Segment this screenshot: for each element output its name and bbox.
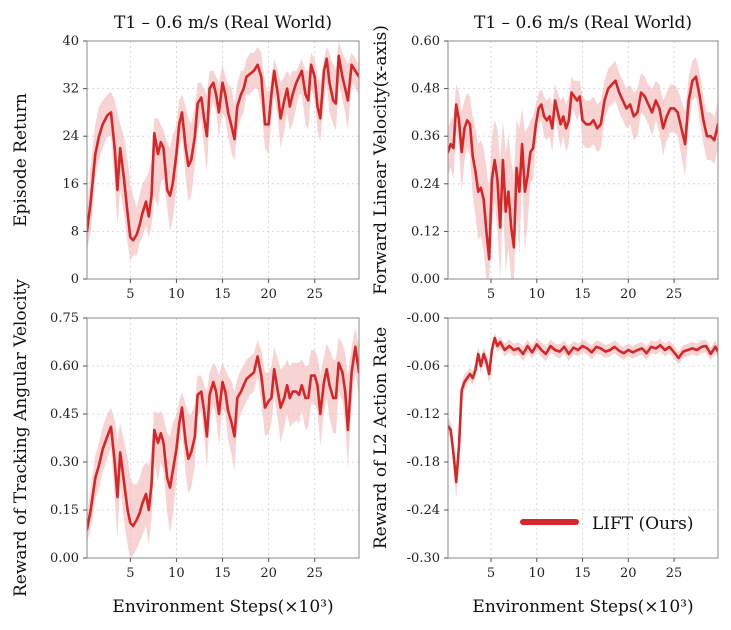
chart-panel-p4: 5 10 15 20 25 -0.30 -0.24 -0.18 -0.12 -0.06 -0.00 E… [371,311,719,617]
y-tick-label: -0.12 [407,407,440,422]
legend: LIFT (Ours) [520,514,694,534]
x-tick-label: 20 [260,287,277,302]
x-tick-label: 10 [168,287,185,302]
y-axis-label: Episode Return [11,93,31,227]
x-axis-label: Environment Steps(×10³) [472,597,693,617]
y-tick-label: -0.06 [407,359,440,374]
series-band-p3 [87,327,359,558]
y-tick-label: 8 [71,224,79,239]
y-tick-label: 0.00 [411,272,440,287]
series-line-p2 [448,75,718,261]
y-tick-label: 0.45 [50,407,79,422]
y-axis-label: Reward of L2 Action Rate [371,327,391,549]
y-tick-label: 0.75 [50,311,79,326]
chart-panel-p1: 5 10 15 20 25 0 8 16 24 32 40 T1 – 0.6 m/s (Real Wo… [11,13,360,302]
y-tick-label: 0.48 [411,82,440,97]
series-band-p1 [87,41,359,262]
y-tick-label: 16 [62,177,79,192]
x-tick-label: 10 [168,566,185,581]
x-tick-label: 25 [666,566,683,581]
y-axis-label: Reward of Tracking Angular Velocity [11,279,31,597]
x-tick-label: 15 [214,287,231,302]
x-tick-label: 10 [529,566,546,581]
series-line-p1 [87,54,359,242]
y-axis-label: Forward Linear Velocity(x-axis) [371,25,391,295]
x-tick-label: 20 [620,566,637,581]
x-tick-label: 5 [487,287,495,302]
y-tick-label: 0 [71,272,79,287]
x-tick-label: 5 [126,566,134,581]
x-tick-label: 5 [126,287,134,302]
x-tick-label: 15 [214,566,231,581]
x-tick-label: 20 [260,566,277,581]
y-tick-label: 0.24 [411,177,440,192]
x-axis-label: Environment Steps(×10³) [112,597,333,617]
y-tick-label: 0.60 [50,359,79,374]
y-tick-label: 24 [62,129,79,144]
series-line-p4 [448,336,718,484]
chart-panel-p3: 5 10 15 20 25 0.00 0.15 0.30 0.45 0.60 0.75 Environ… [11,279,360,617]
y-tick-label: 0.15 [50,503,79,518]
y-tick-label: 0.12 [411,224,440,239]
chart-title: T1 – 0.6 m/s (Real World) [474,13,692,33]
y-tick-label: 40 [62,34,79,49]
x-tick-label: 15 [574,566,591,581]
y-tick-label: 0.30 [50,455,79,470]
x-tick-label: 5 [487,566,495,581]
series-line-p3 [87,345,359,531]
chart-title: T1 – 0.6 m/s (Real World) [114,13,332,33]
x-tick-label: 15 [574,287,591,302]
x-tick-label: 20 [620,287,637,302]
x-tick-label: 25 [306,287,323,302]
y-tick-label: 0.60 [411,34,440,49]
y-tick-label: -0.30 [407,551,440,566]
chart-panel-p2: 5 10 15 20 25 0.00 0.12 0.24 0.36 0.48 0.60 T1 – 0.… [371,13,719,302]
y-tick-label: -0.18 [407,455,440,470]
y-tick-label: 0.00 [50,551,79,566]
y-tick-label: -0.24 [407,503,440,518]
y-tick-label: 32 [62,82,79,97]
y-tick-label: 0.36 [411,129,440,144]
y-tick-label: -0.00 [407,311,440,326]
x-tick-label: 25 [666,287,683,302]
x-tick-label: 10 [529,287,546,302]
legend-label: LIFT (Ours) [592,514,694,534]
x-tick-label: 25 [306,566,323,581]
